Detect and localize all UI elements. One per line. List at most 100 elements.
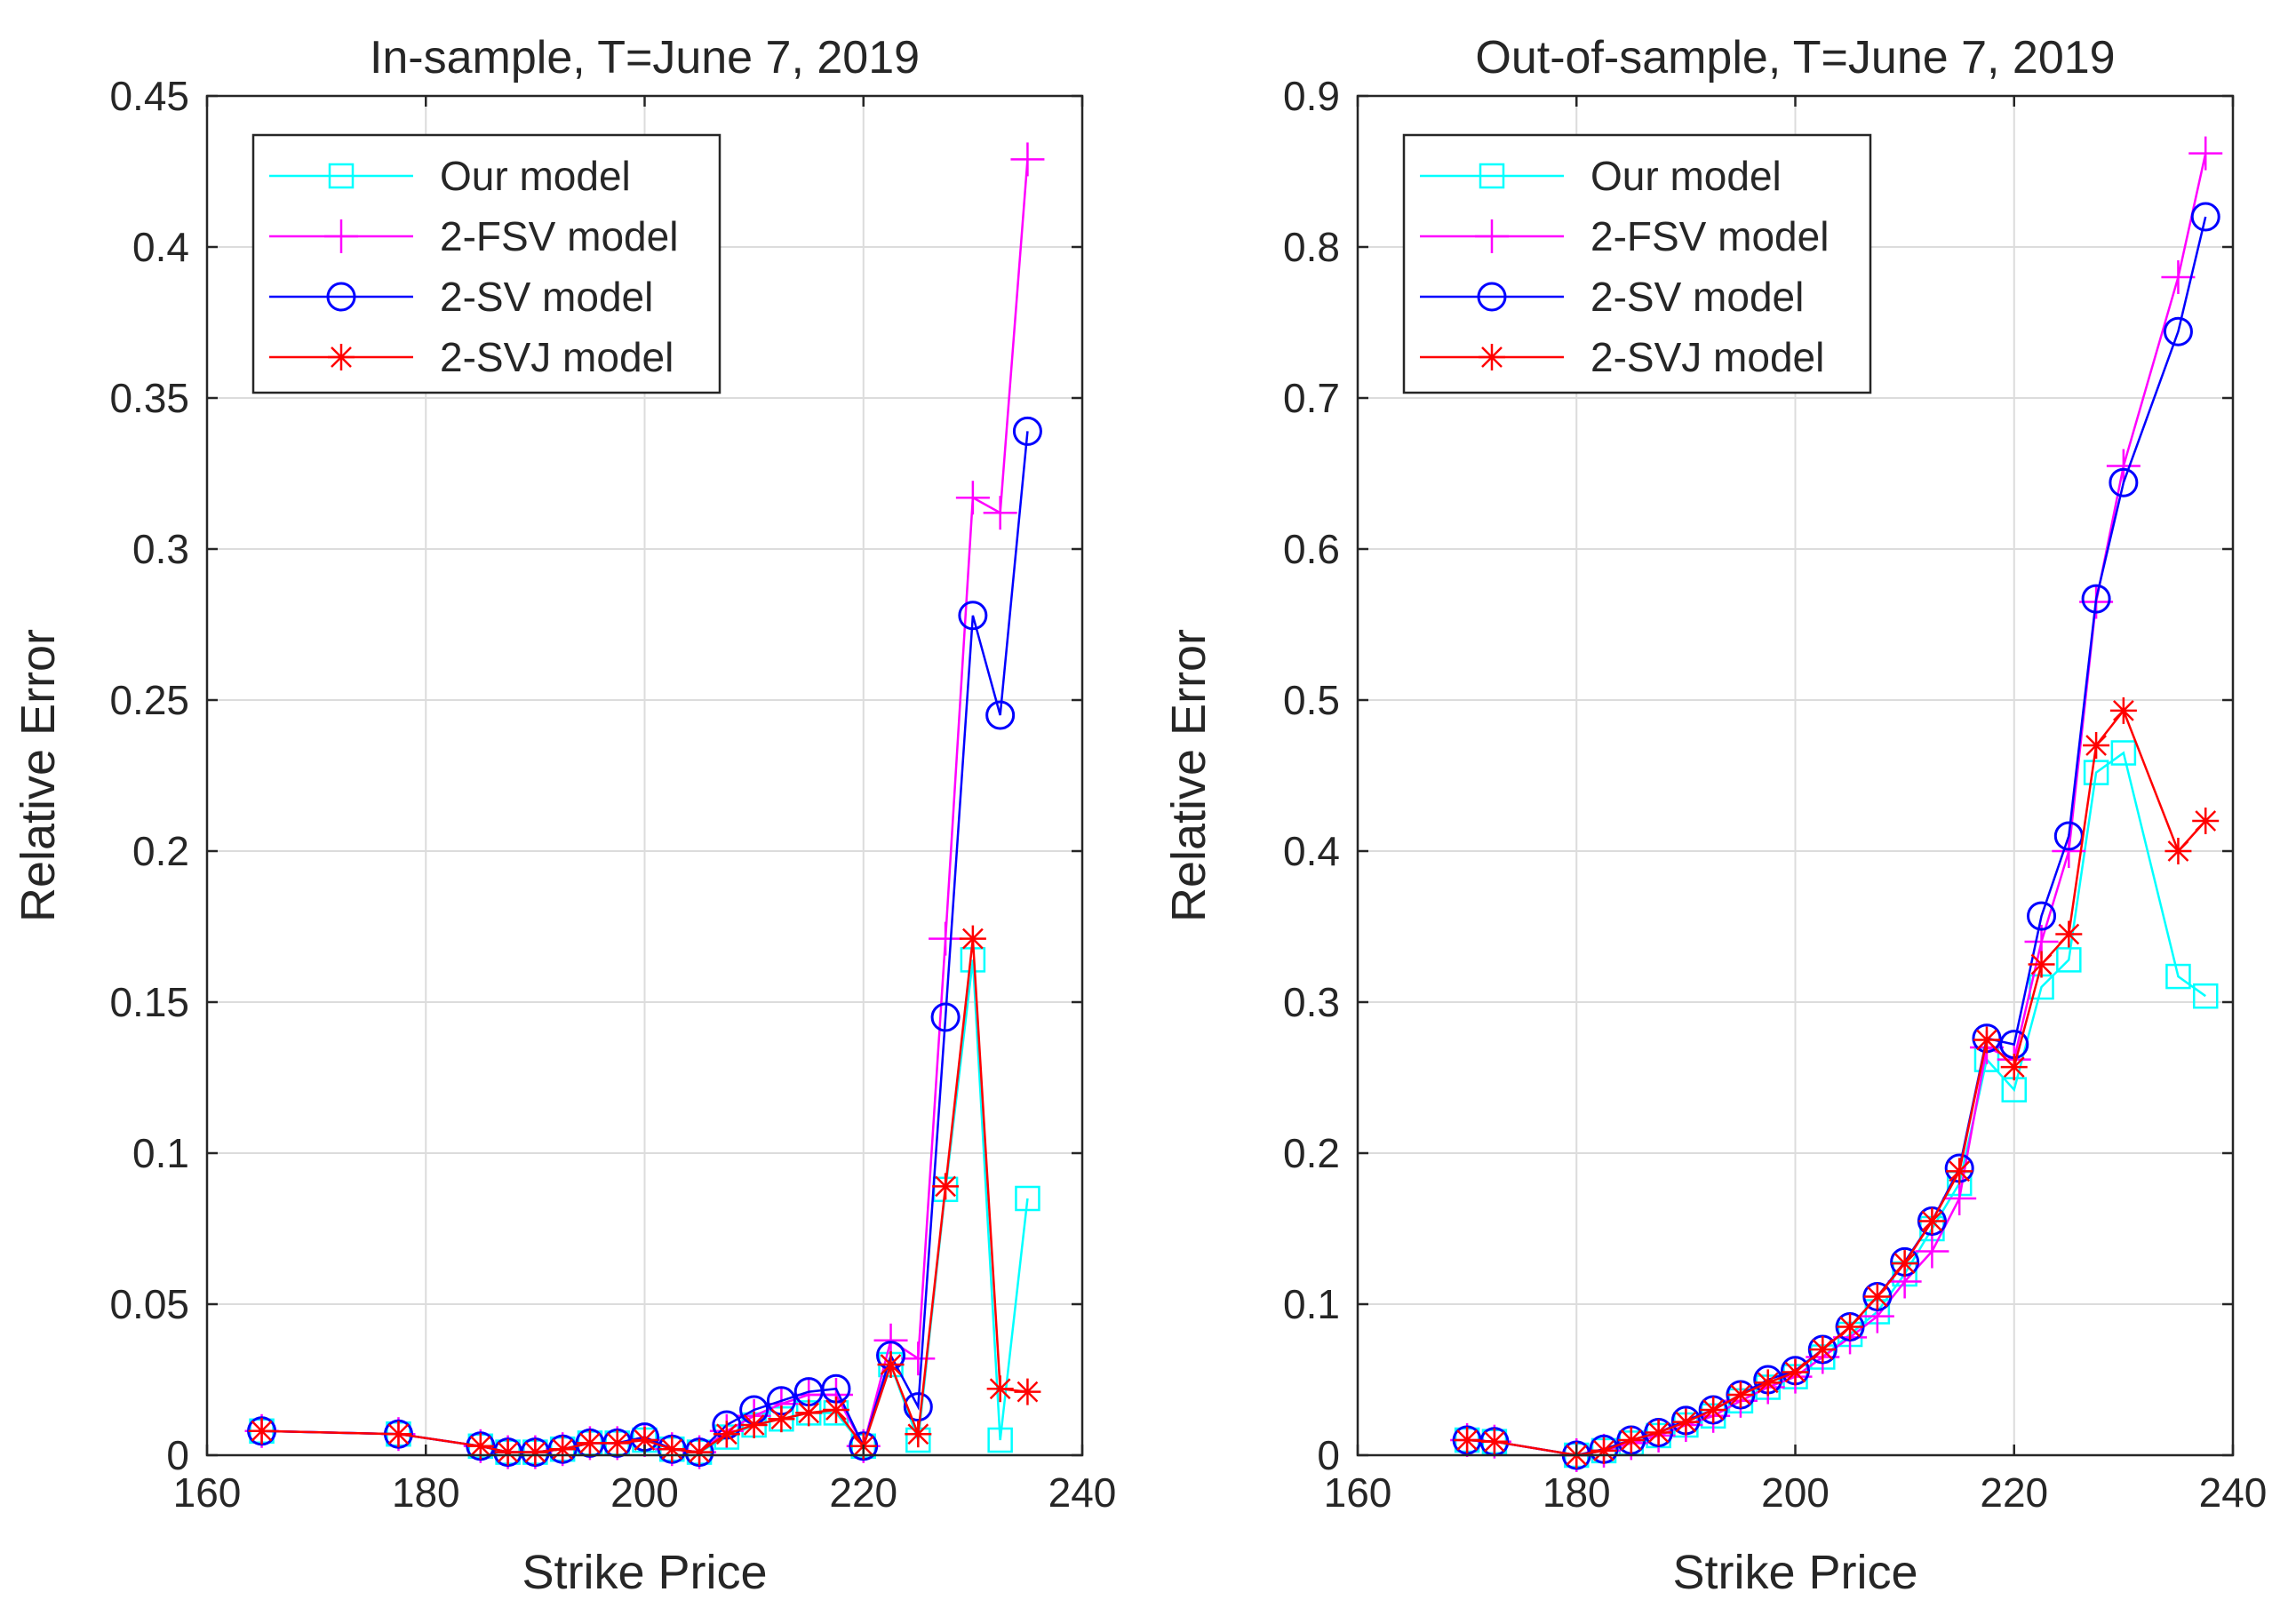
x-tick-label: 180 [1543,1469,1611,1516]
legend-label: 2-SV model [440,274,653,320]
data-point [1012,416,1042,446]
data-point [877,1351,905,1378]
data-point [658,1436,686,1463]
y-tick-label: 0.2 [132,828,189,874]
data-point [2165,963,2191,990]
data-point [1973,1026,2000,1054]
y-tick-label: 0.45 [109,73,189,119]
legend-box [1402,133,1872,394]
legend-entry: 2-SVJ model [1420,334,1824,380]
x-axis-label: Strike Price [522,1546,767,1599]
data-point [1015,1185,1040,1212]
data-point [385,1421,412,1448]
data-point [522,1438,549,1466]
y-tick-label: 0.6 [1283,526,1340,572]
y-tick-label: 0.7 [1283,375,1340,421]
data-point [959,925,986,952]
y-tick-label: 0.1 [132,1130,189,1176]
data-point [2188,136,2223,171]
data-point [2055,920,2083,948]
data-point [2109,697,2137,724]
data-point [2190,202,2220,232]
data-point [1891,1250,1918,1278]
data-point [903,1392,933,1422]
chart-title: Out-of-sample, T=June 7, 2019 [1475,32,2115,84]
x-tick-label: 200 [610,1469,679,1516]
legend-marker [1479,163,1505,189]
y-tick-label: 0.2 [1283,1130,1340,1176]
data-point [549,1436,577,1463]
x-tick-label: 240 [2199,1469,2268,1516]
data-point [2106,449,2141,483]
y-tick-label: 0.9 [1283,73,1340,119]
x-tick-label: 220 [1980,1469,2048,1516]
data-point [2028,951,2055,978]
data-point [2027,901,2057,931]
data-point [2110,740,2137,766]
legend-box [251,133,721,394]
data-point [2192,808,2220,834]
data-point [2192,983,2219,1009]
data-point [2000,1054,2028,1081]
data-point [1837,1313,1864,1341]
data-point [1915,1234,1949,1269]
y-tick-label: 0.3 [132,526,189,572]
legend-entry: 2-FSV model [1420,213,1829,259]
data-point [2109,467,2139,498]
data-point [1863,1283,1891,1310]
data-point [686,1438,714,1466]
y-tick-label: 0.35 [109,375,189,421]
data-point [713,1421,740,1448]
y-tick-label: 0.4 [1283,828,1340,874]
data-point [901,1341,936,1376]
legend-label: 2-FSV model [440,213,678,259]
data-point [1617,1427,1645,1453]
data-point [248,1417,275,1445]
data-point [1946,1158,1973,1185]
y-tick-label: 0.5 [1283,677,1340,723]
legend-marker [328,344,355,370]
legend-label: Our model [440,153,631,199]
chart-in-sample: 160 180 200 220 240 0 0.05 0.1 0.15 0.2 0.25 0.3 0.3… [12,32,1116,1599]
series-2-svj-model [1454,697,2220,1469]
x-tick-label: 180 [392,1469,460,1516]
legend: Our model 2-FSV model 2-SV model 2-SVJ mode… [1402,133,1872,394]
data-point [985,700,1016,730]
data-point [2163,316,2193,346]
data-point [631,1427,658,1453]
chart-out-of-sample: 160 180 200 220 240 0 0.1 0.2 0.3 0.4 0.5 0.6 0.7 0.8… [1162,32,2267,1599]
data-point [1454,1427,1481,1453]
legend-entry: 2-FSV model [269,213,678,259]
y-tick-label: 0.25 [109,677,189,723]
legend-label: 2-SVJ model [440,334,674,380]
x-tick-label: 220 [829,1469,897,1516]
legend-entry: Our model [1420,153,1782,199]
data-point [983,496,1017,530]
legend-label: 2-FSV model [1590,213,1829,259]
data-point [955,481,990,515]
legend-marker [1479,344,1505,370]
data-point [930,1002,961,1032]
legend-marker [1477,282,1507,312]
data-point [576,1429,603,1457]
data-point [1645,1419,1672,1446]
x-tick-label: 160 [1324,1469,1392,1516]
y-tick-label: 0.4 [132,224,189,270]
data-point [1754,1369,1782,1397]
data-point [1480,1428,1508,1455]
data-point [987,1427,1013,1453]
data-point [2083,732,2110,759]
y-tick-label: 0 [166,1432,189,1478]
data-point [603,1429,631,1457]
data-point [1672,1408,1700,1436]
legend-label: Our model [1590,153,1782,199]
legend-label: 2-SVJ model [1590,334,1824,380]
data-point [1782,1358,1809,1386]
legend: Our model 2-FSV model 2-SV model 2-SVJ mode… [251,133,721,394]
data-point [2081,584,2111,614]
series-2-svj-model [248,925,1041,1466]
legend-marker [326,282,356,312]
data-point [2164,838,2192,864]
data-point [2161,260,2196,294]
